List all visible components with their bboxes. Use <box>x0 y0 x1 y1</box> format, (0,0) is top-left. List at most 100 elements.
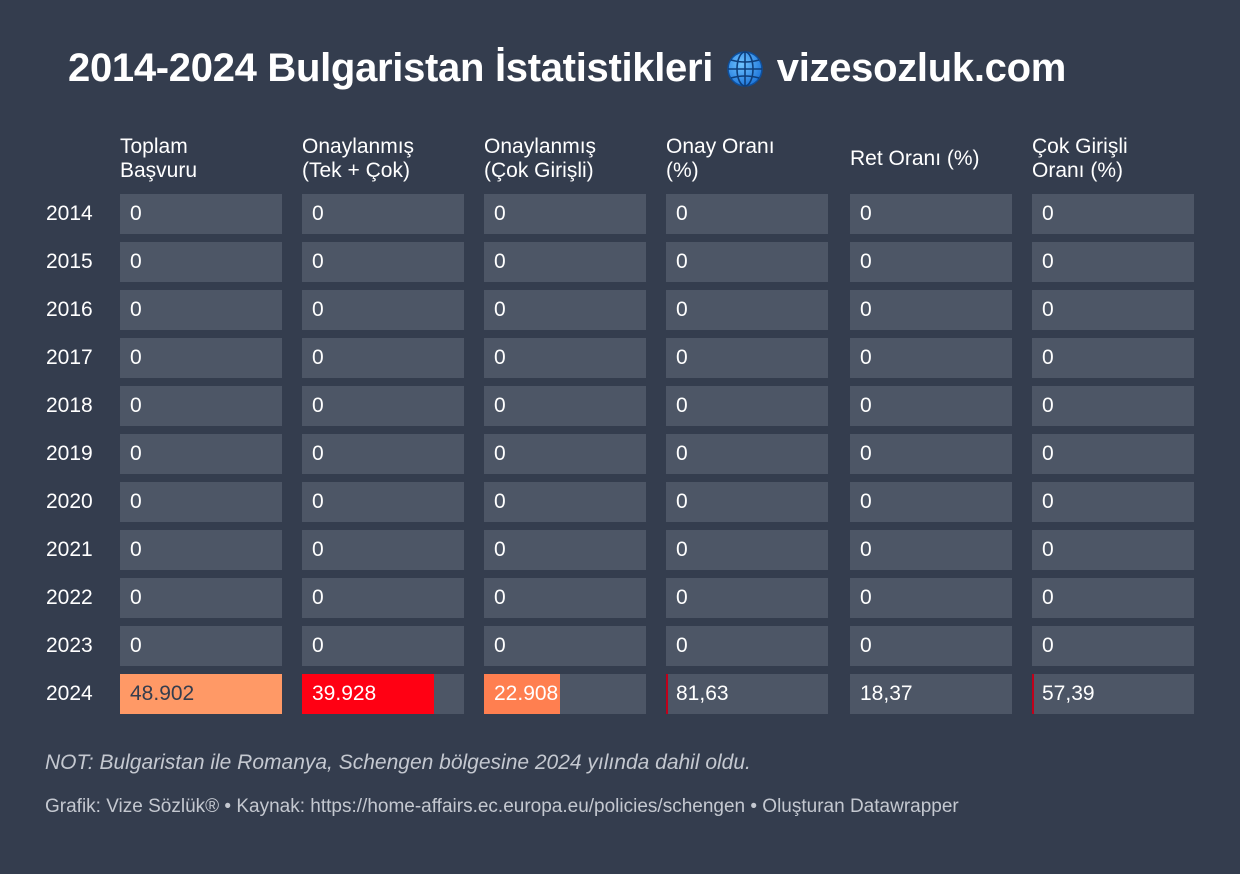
column-header: Onay Oranı (%) <box>666 135 775 182</box>
column-header: Onaylanmış (Tek + Çok) <box>302 135 415 182</box>
cell-value: 0 <box>1042 298 1054 321</box>
cell-value: 18,37 <box>860 682 913 705</box>
row-year-label: 2018 <box>46 394 93 417</box>
table-cell: 0 <box>850 242 1012 282</box>
cell-value: 0 <box>494 346 506 369</box>
table-cell: 0 <box>484 482 646 522</box>
cell-value: 81,63 <box>676 682 729 705</box>
cell-value: 0 <box>1042 346 1054 369</box>
row-year-label: 2022 <box>46 586 93 609</box>
row-year-label: 2014 <box>46 202 93 225</box>
table-cell: 0 <box>120 242 282 282</box>
table-cell: 0 <box>666 578 828 618</box>
cell-value: 0 <box>860 586 872 609</box>
table-cell: 0 <box>484 578 646 618</box>
table-cell: 0 <box>302 578 464 618</box>
cell-value: 0 <box>494 538 506 561</box>
cell-value: 0 <box>130 634 142 657</box>
table-cell: 0 <box>302 434 464 474</box>
column-header: Toplam Başvuru <box>120 135 198 182</box>
row-year-label: 2024 <box>46 682 93 705</box>
cell-value: 0 <box>130 298 142 321</box>
table-cell: 0 <box>120 626 282 666</box>
table-cell: 0 <box>850 194 1012 234</box>
cell-value: 0 <box>130 442 142 465</box>
table-cell: 0 <box>120 338 282 378</box>
cell-value: 0 <box>860 298 872 321</box>
table-cell: 0 <box>850 626 1012 666</box>
table-cell: 0 <box>1032 242 1194 282</box>
column-header: Onaylanmış (Çok Girişli) <box>484 135 597 182</box>
chart-title: 2014-2024 Bulgaristan İstatistikleri viz… <box>68 44 1066 99</box>
cell-value: 0 <box>860 202 872 225</box>
table-cell: 0 <box>120 434 282 474</box>
cell-value: 0 <box>860 490 872 513</box>
table-cell: 0 <box>1032 290 1194 330</box>
row-year-label: 2021 <box>46 538 93 561</box>
cell-bar-marker <box>666 674 668 714</box>
cell-value: 0 <box>130 394 142 417</box>
cell-value: 0 <box>312 442 324 465</box>
table-cell: 0 <box>302 194 464 234</box>
cell-value: 0 <box>494 490 506 513</box>
table-cell: 0 <box>120 482 282 522</box>
table-cell: 0 <box>484 434 646 474</box>
cell-value: 0 <box>676 538 688 561</box>
cell-value: 0 <box>676 634 688 657</box>
row-year-label: 2019 <box>46 442 93 465</box>
cell-value: 0 <box>312 250 324 273</box>
row-year-label: 2020 <box>46 490 93 513</box>
cell-bar-fill <box>120 674 282 714</box>
column-header: Ret Oranı (%) <box>850 147 980 170</box>
cell-value: 0 <box>860 538 872 561</box>
cell-value: 0 <box>676 442 688 465</box>
row-year-label: 2015 <box>46 250 93 273</box>
table-cell: 0 <box>302 290 464 330</box>
table-cell: 0 <box>850 338 1012 378</box>
table-cell: 0 <box>666 338 828 378</box>
table-cell: 0 <box>1032 386 1194 426</box>
table-cell: 0 <box>666 290 828 330</box>
cell-value: 0 <box>1042 538 1054 561</box>
cell-bar-fill <box>302 674 435 714</box>
cell-value: 0 <box>676 202 688 225</box>
table-cell: 0 <box>666 386 828 426</box>
cell-value: 0 <box>312 538 324 561</box>
table-cell: 0 <box>484 626 646 666</box>
table-cell: 0 <box>850 578 1012 618</box>
table-cell: 0 <box>484 338 646 378</box>
table-cell: 0 <box>484 194 646 234</box>
cell-value: 0 <box>130 538 142 561</box>
cell-value: 0 <box>860 250 872 273</box>
cell-value: 0 <box>130 586 142 609</box>
table-cell: 18,37 <box>850 674 1012 714</box>
table-cell: 0 <box>1032 578 1194 618</box>
cell-value: 0 <box>494 586 506 609</box>
cell-value: 57,39 <box>1042 682 1095 705</box>
cell-value: 0 <box>676 586 688 609</box>
table-cell: 22.908 <box>484 674 646 714</box>
cell-value: 0 <box>1042 394 1054 417</box>
cell-value: 22.908 <box>494 682 559 705</box>
cell-value: 0 <box>1042 634 1054 657</box>
cell-value: 0 <box>676 298 688 321</box>
title-text: 2014-2024 Bulgaristan İstatistikleri <box>68 46 714 90</box>
cell-value: 0 <box>130 202 142 225</box>
cell-value: 0 <box>494 202 506 225</box>
table-cell: 0 <box>302 482 464 522</box>
table-cell: 0 <box>850 434 1012 474</box>
cell-value: 0 <box>676 394 688 417</box>
row-year-label: 2016 <box>46 298 93 321</box>
cell-value: 0 <box>494 298 506 321</box>
cell-value: 0 <box>860 634 872 657</box>
table-cell: 0 <box>484 530 646 570</box>
table-cell: 0 <box>666 434 828 474</box>
cell-value: 0 <box>860 346 872 369</box>
cell-value: 0 <box>860 442 872 465</box>
table-cell: 0 <box>484 386 646 426</box>
cell-value: 48.902 <box>130 682 195 705</box>
table-cell: 0 <box>302 386 464 426</box>
table-cell: 0 <box>302 242 464 282</box>
title-site: vizesozluk.com <box>776 46 1067 90</box>
row-year-label: 2023 <box>46 634 93 657</box>
